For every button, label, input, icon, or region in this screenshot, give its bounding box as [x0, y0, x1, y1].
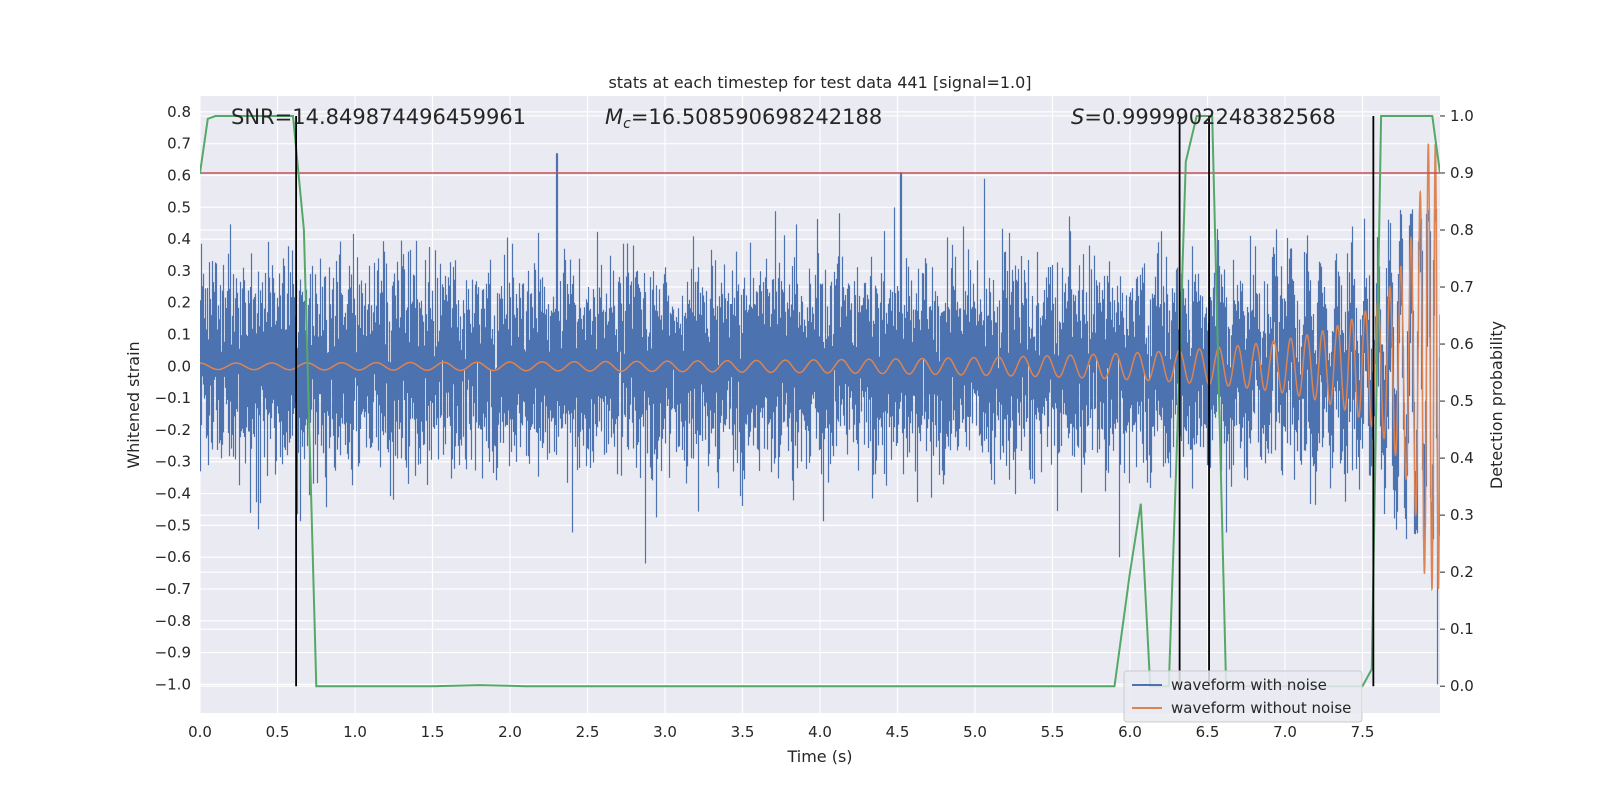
y-tick-label: −0.1	[155, 389, 191, 407]
y-tick-label: 0.7	[167, 135, 191, 153]
y2-tick-label: 0.4	[1450, 449, 1474, 467]
x-tick-label: 3.0	[653, 723, 677, 741]
y-tick-label: −0.3	[155, 453, 191, 471]
x-axis-label: Time (s)	[786, 747, 852, 766]
y2-tick-label: 1.0	[1450, 107, 1474, 125]
y-tick-label: 0.5	[167, 198, 191, 216]
y-tick-label: 0.4	[167, 230, 191, 248]
y-tick-label: 0.0	[167, 357, 191, 375]
chirp-mass-subscript: c	[623, 116, 631, 132]
y-tick-label: 0.3	[167, 262, 191, 280]
x-tick-label: 4.5	[886, 723, 910, 741]
y2-tick-label: 0.8	[1450, 221, 1474, 239]
legend-label-noisy: waveform with noise	[1171, 676, 1327, 694]
y-tick-label: 0.2	[167, 294, 191, 312]
y-tick-label: −0.4	[155, 485, 191, 503]
snr-annotation: SNR=14.849874496459961	[231, 105, 526, 129]
x-tick-label: 2.0	[498, 723, 522, 741]
s-annotation: S=0.9999902248382568	[1071, 105, 1336, 129]
legend-label-clean: waveform without noise	[1171, 699, 1351, 717]
y2-tick-label: 0.7	[1450, 278, 1474, 296]
y-tick-label: 0.8	[167, 103, 191, 121]
series-layer	[200, 143, 1440, 685]
y-tick-label: −0.2	[155, 421, 191, 439]
marks-layer	[200, 115, 1440, 688]
y2-tick-label: 0.0	[1450, 677, 1474, 695]
y-axis-ticks: 0.8 0.7 0.6 0.5 0.4 0.3 0.2 0.1 0.0 −0.1 −0.2 −0.3 −…	[155, 103, 191, 693]
x-tick-label: 1.5	[421, 723, 445, 741]
y-tick-label: −0.6	[155, 548, 191, 566]
series-detection-probability	[200, 115, 1440, 688]
x-tick-label: 0.0	[188, 723, 212, 741]
x-tick-label: 0.5	[266, 723, 290, 741]
chirp-mass-annotation: Mc=16.508590698242188	[605, 105, 882, 132]
y-tick-label: −1.0	[155, 675, 191, 693]
y2-tick-label: 0.6	[1450, 335, 1474, 353]
legend-box	[1123, 670, 1363, 723]
y2-tick-label: 0.9	[1450, 164, 1474, 182]
chart-title: stats at each timestep for test data 441…	[608, 73, 1031, 92]
x-tick-label: 4.0	[808, 723, 832, 741]
x-tick-label: 1.0	[343, 723, 367, 741]
chirp-mass-symbol: M	[605, 105, 623, 129]
legend: waveform with noise waveform without noi…	[1123, 670, 1363, 723]
y2-axis-label: Detection probability	[1487, 321, 1506, 489]
y-tick-label: −0.5	[155, 516, 191, 534]
y2-tick-label: 0.1	[1450, 620, 1474, 638]
y-tick-label: 0.6	[167, 167, 191, 185]
y-tick-label: −0.8	[155, 612, 191, 630]
x-tick-label: 5.0	[963, 723, 987, 741]
y2-tick-label: 0.2	[1450, 563, 1474, 581]
x-tick-label: 2.5	[576, 723, 600, 741]
y2-tick-label: 0.5	[1450, 392, 1474, 410]
series-waveform-without-noise	[200, 143, 1440, 592]
x-axis-ticks: 0.0 0.5 1.0 1.5 2.0 2.5 3.0 3.5 4.0 4.5 5.0 5.5 6.0 6…	[188, 723, 1374, 741]
y-tick-label: 0.1	[167, 326, 191, 344]
y2-tick-label: 0.3	[1450, 506, 1474, 524]
x-tick-label: 3.5	[731, 723, 755, 741]
y-tick-label: −0.9	[155, 644, 191, 662]
chirp-mass-value: =16.508590698242188	[631, 105, 882, 129]
y2-axis-ticks: 0.0 0.1 0.2 0.3 0.4 0.5 0.6 0.7 0.8 0.9 1.0	[1440, 107, 1474, 695]
x-tick-label: 7.5	[1351, 723, 1375, 741]
y-tick-label: −0.7	[155, 580, 191, 598]
x-tick-label: 6.5	[1196, 723, 1220, 741]
x-tick-label: 6.0	[1118, 723, 1142, 741]
s-symbol: S	[1071, 105, 1084, 129]
x-tick-label: 7.0	[1273, 723, 1297, 741]
s-value: =0.9999902248382568	[1084, 105, 1335, 129]
y-axis-label: Whitened strain	[124, 341, 143, 468]
x-tick-label: 5.5	[1041, 723, 1065, 741]
